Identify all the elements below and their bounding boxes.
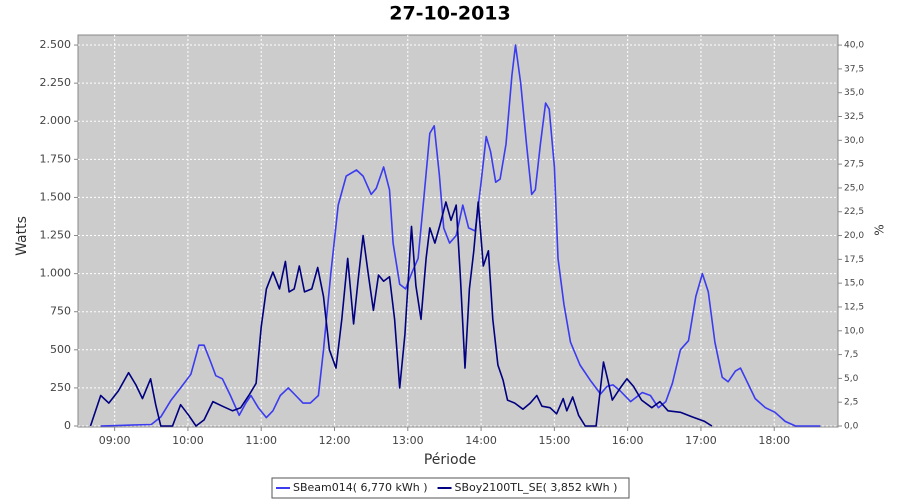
chart-title: 27-10-2013 [389, 3, 511, 25]
y2-tick-label: 40,0 [844, 41, 864, 51]
x-tick-label: 14:00 [465, 434, 497, 447]
y2-tick-label: 10,0 [844, 326, 864, 336]
y-tick-label: 2.250 [40, 76, 72, 89]
y2-tick-label: 30,0 [844, 136, 864, 146]
y-tick-label: 1.250 [40, 229, 72, 242]
x-tick-label: 18:00 [758, 434, 790, 447]
y2-tick-label: 32,5 [844, 112, 864, 122]
x-tick-label: 10:00 [172, 434, 204, 447]
y-tick-label: 2.500 [40, 38, 72, 51]
y2-tick-label: 2,5 [844, 398, 858, 408]
y2-axis-label: % [873, 224, 887, 235]
x-tick-label: 09:00 [99, 434, 131, 447]
y2-tick-label: 27,5 [844, 160, 864, 170]
y-axis-label: Watts [14, 216, 30, 256]
y-tick-label: 250 [50, 381, 71, 394]
x-tick-label: 17:00 [685, 434, 717, 447]
y2-tick-label: 20,0 [844, 231, 864, 241]
line-series [89, 201, 713, 427]
legend-label: SBoy2100TL_SE( 3,852 kWh ) [455, 481, 618, 494]
y-tick-label: 1.500 [40, 190, 72, 203]
y-tick-label: 750 [50, 305, 71, 318]
y-tick-label: 0 [64, 419, 71, 432]
y2-tick-label: 22,5 [844, 207, 864, 217]
x-tick-label: 15:00 [539, 434, 571, 447]
y-tick-label: 1.000 [40, 267, 72, 280]
y-tick-label: 2.000 [40, 114, 72, 127]
x-tick-label: 13:00 [392, 434, 424, 447]
y-tick-label: 500 [50, 343, 71, 356]
y2-tick-label: 35,0 [844, 88, 864, 98]
x-axis-label: Période [424, 452, 476, 468]
y2-tick-label: 7,5 [844, 350, 858, 360]
y2-tick-label: 37,5 [844, 64, 864, 74]
x-tick-label: 16:00 [612, 434, 644, 447]
y2-tick-label: 17,5 [844, 255, 864, 265]
y2-tick-label: 15,0 [844, 279, 864, 289]
y-tick-label: 1.750 [40, 152, 72, 165]
x-tick-label: 11:00 [245, 434, 277, 447]
y2-tick-label: 12,5 [844, 302, 864, 312]
x-tick-label: 12:00 [319, 434, 351, 447]
legend-label: SBeam014( 6,770 kWh ) [293, 481, 428, 494]
y2-tick-label: 0,0 [844, 422, 859, 432]
y2-tick-label: 5,0 [844, 374, 859, 384]
y2-tick-label: 25,0 [844, 183, 864, 193]
